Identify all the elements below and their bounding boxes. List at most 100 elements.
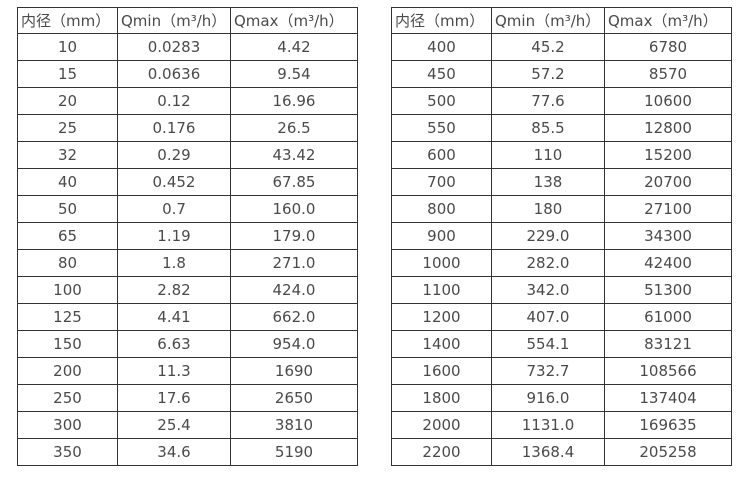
cell-qmin: 732.7: [491, 357, 605, 385]
cell-qmin: 34.6: [117, 438, 231, 466]
cell-diameter: 32: [17, 141, 118, 169]
cell-qmin: 110: [491, 141, 605, 169]
cell-qmax: 954.0: [230, 330, 358, 358]
table-row: 2000 1131.0 169635: [391, 411, 732, 439]
cell-diameter: 400: [391, 33, 492, 61]
cell-qmin: 0.0636: [117, 60, 231, 88]
table-row: 800 180 27100: [391, 195, 732, 223]
cell-diameter: 1000: [391, 249, 492, 277]
cell-qmax: 9.54: [230, 60, 358, 88]
cell-diameter: 700: [391, 168, 492, 196]
cell-diameter: 1200: [391, 303, 492, 331]
cell-qmax: 16.96: [230, 87, 358, 115]
cell-qmin: 1131.0: [491, 411, 605, 439]
cell-diameter: 200: [17, 357, 118, 385]
cell-diameter: 250: [17, 384, 118, 412]
cell-qmin: 0.0283: [117, 33, 231, 61]
table-row: 15 0.0636 9.54: [17, 60, 358, 88]
header-row: 内径（mm） Qmin（m³/h） Qmax（m³/h）: [391, 7, 732, 34]
header-qmin: Qmin（m³/h）: [117, 7, 231, 34]
cell-qmax: 61000: [604, 303, 732, 331]
header-diameter: 内径（mm）: [391, 7, 492, 34]
cell-qmin: 916.0: [491, 384, 605, 412]
cell-qmin: 1.8: [117, 249, 231, 277]
small-diameter-flow-table: 内径（mm） Qmin（m³/h） Qmax（m³/h） 10 0.0283 4.4…: [17, 7, 358, 466]
cell-qmin: 407.0: [491, 303, 605, 331]
table-row: 1800 916.0 137404: [391, 384, 732, 412]
table-row: 1400 554.1 83121: [391, 330, 732, 358]
header-qmax: Qmax（m³/h）: [604, 7, 732, 34]
cell-diameter: 500: [391, 87, 492, 115]
cell-qmax: 34300: [604, 222, 732, 250]
header-row: 内径（mm） Qmin（m³/h） Qmax（m³/h）: [17, 7, 358, 34]
header-qmax: Qmax（m³/h）: [230, 7, 358, 34]
header-qmin: Qmin（m³/h）: [491, 7, 605, 34]
table-row: 600 110 15200: [391, 141, 732, 169]
cell-diameter: 1400: [391, 330, 492, 358]
cell-diameter: 15: [17, 60, 118, 88]
header-diameter: 内径（mm）: [17, 7, 118, 34]
table-row: 1000 282.0 42400: [391, 249, 732, 277]
cell-qmax: 4.42: [230, 33, 358, 61]
cell-qmin: 0.176: [117, 114, 231, 142]
table-row: 900 229.0 34300: [391, 222, 732, 250]
table-row: 40 0.452 67.85: [17, 168, 358, 196]
cell-qmin: 6.63: [117, 330, 231, 358]
cell-qmin: 0.29: [117, 141, 231, 169]
cell-qmax: 43.42: [230, 141, 358, 169]
cell-diameter: 150: [17, 330, 118, 358]
table-body: 10 0.0283 4.42 15 0.0636 9.54 20 0.12 16.96 25…: [17, 33, 358, 466]
cell-qmax: 3810: [230, 411, 358, 439]
cell-qmin: 25.4: [117, 411, 231, 439]
cell-qmin: 180: [491, 195, 605, 223]
cell-qmin: 57.2: [491, 60, 605, 88]
table-row: 250 17.6 2650: [17, 384, 358, 412]
cell-diameter: 50: [17, 195, 118, 223]
cell-diameter: 350: [17, 438, 118, 466]
cell-diameter: 65: [17, 222, 118, 250]
cell-qmax: 108566: [604, 357, 732, 385]
cell-qmin: 45.2: [491, 33, 605, 61]
table-body: 400 45.2 6780 450 57.2 8570 500 77.6 10600 550…: [391, 33, 732, 466]
cell-qmin: 0.7: [117, 195, 231, 223]
cell-qmax: 20700: [604, 168, 732, 196]
cell-qmax: 42400: [604, 249, 732, 277]
flow-tables-container: 内径（mm） Qmin（m³/h） Qmax（m³/h） 10 0.0283 4.4…: [17, 7, 732, 466]
cell-qmin: 4.41: [117, 303, 231, 331]
cell-qmin: 17.6: [117, 384, 231, 412]
cell-diameter: 40: [17, 168, 118, 196]
cell-qmax: 15200: [604, 141, 732, 169]
cell-diameter: 25: [17, 114, 118, 142]
cell-diameter: 100: [17, 276, 118, 304]
cell-qmax: 26.5: [230, 114, 358, 142]
table-row: 1100 342.0 51300: [391, 276, 732, 304]
cell-diameter: 450: [391, 60, 492, 88]
cell-qmax: 179.0: [230, 222, 358, 250]
cell-diameter: 900: [391, 222, 492, 250]
table-row: 50 0.7 160.0: [17, 195, 358, 223]
table-row: 25 0.176 26.5: [17, 114, 358, 142]
table-row: 10 0.0283 4.42: [17, 33, 358, 61]
cell-qmin: 0.452: [117, 168, 231, 196]
cell-diameter: 1800: [391, 384, 492, 412]
cell-qmax: 83121: [604, 330, 732, 358]
table-row: 1200 407.0 61000: [391, 303, 732, 331]
table-header: 内径（mm） Qmin（m³/h） Qmax（m³/h）: [391, 7, 732, 34]
cell-qmax: 271.0: [230, 249, 358, 277]
cell-qmax: 67.85: [230, 168, 358, 196]
cell-qmin: 138: [491, 168, 605, 196]
cell-qmax: 8570: [604, 60, 732, 88]
table-row: 200 11.3 1690: [17, 357, 358, 385]
cell-diameter: 550: [391, 114, 492, 142]
cell-qmin: 342.0: [491, 276, 605, 304]
table-row: 1600 732.7 108566: [391, 357, 732, 385]
cell-diameter: 2200: [391, 438, 492, 466]
table-row: 700 138 20700: [391, 168, 732, 196]
table-row: 20 0.12 16.96: [17, 87, 358, 115]
cell-qmax: 5190: [230, 438, 358, 466]
cell-qmin: 85.5: [491, 114, 605, 142]
table-row: 32 0.29 43.42: [17, 141, 358, 169]
cell-qmax: 137404: [604, 384, 732, 412]
table-row: 500 77.6 10600: [391, 87, 732, 115]
table-row: 80 1.8 271.0: [17, 249, 358, 277]
